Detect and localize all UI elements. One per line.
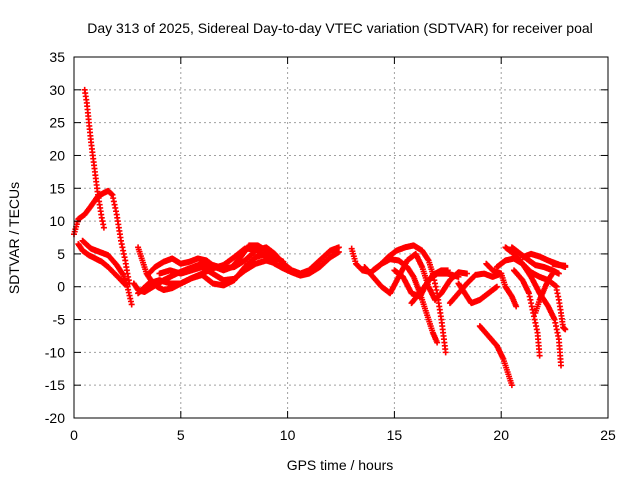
- x-tick-label: 20: [493, 427, 509, 443]
- data-point-markers: [483, 260, 520, 310]
- data-point-markers: [553, 287, 569, 333]
- x-axis-label: GPS time / hours: [287, 457, 394, 473]
- x-tick-label: 0: [70, 427, 78, 443]
- chart-title: Day 313 of 2025, Sidereal Day-to-day VTE…: [87, 20, 593, 36]
- series-track-b: [81, 86, 107, 231]
- series-track-y: [553, 287, 569, 333]
- series-track-d: [79, 237, 135, 308]
- data-point-markers: [549, 260, 569, 269]
- grid: [74, 57, 608, 418]
- x-tick-label: 25: [600, 427, 616, 443]
- series-track-n: [408, 267, 451, 307]
- data-point-markers: [79, 237, 135, 308]
- y-axis-label: SDTVAR / TECUs: [6, 182, 22, 294]
- data-point-markers: [75, 241, 129, 288]
- y-tick-label: -15: [45, 377, 65, 393]
- y-tick-label: -10: [45, 344, 65, 360]
- y-tick-label: 0: [57, 279, 65, 295]
- x-tick-label: 10: [280, 427, 296, 443]
- data-point-markers: [476, 323, 515, 389]
- data-point-markers: [508, 244, 562, 277]
- data-point-markers: [532, 270, 556, 316]
- series-track-c: [75, 241, 129, 288]
- y-tick-label: 25: [49, 115, 65, 131]
- y-tick-label: 35: [49, 49, 65, 65]
- series-track-k: [370, 256, 441, 346]
- series-track-q: [476, 323, 515, 389]
- y-tick-label: -5: [53, 312, 66, 328]
- x-tick-label: 5: [177, 427, 185, 443]
- y-tick-label: 10: [49, 213, 65, 229]
- plot-frame: [73, 56, 609, 419]
- series-track-h: [145, 242, 278, 277]
- series-track-p: [455, 280, 500, 307]
- y-tick-label: 15: [49, 180, 65, 196]
- series-track-i: [156, 257, 280, 284]
- y-tick-label: 5: [57, 246, 65, 262]
- data-point-markers: [408, 267, 451, 307]
- series-track-z: [549, 260, 569, 269]
- data-point-markers: [81, 86, 107, 231]
- data-points: [71, 86, 569, 389]
- series-track-r: [483, 260, 520, 310]
- y-tick-label: -20: [45, 410, 65, 426]
- y-tick-label: 30: [49, 82, 65, 98]
- y-tick-label: 20: [49, 147, 65, 163]
- data-point-markers: [145, 242, 278, 277]
- data-point-markers: [455, 280, 500, 307]
- series-track-x: [532, 270, 556, 316]
- data-point-markers: [156, 257, 280, 284]
- axis-ticks: -20 -15 -10 -5 0 5 10 15 20 25 30 35 0 5 10 15 20 25: [45, 49, 616, 443]
- x-tick-label: 15: [387, 427, 403, 443]
- series-track-w: [508, 244, 562, 277]
- data-point-markers: [370, 256, 441, 346]
